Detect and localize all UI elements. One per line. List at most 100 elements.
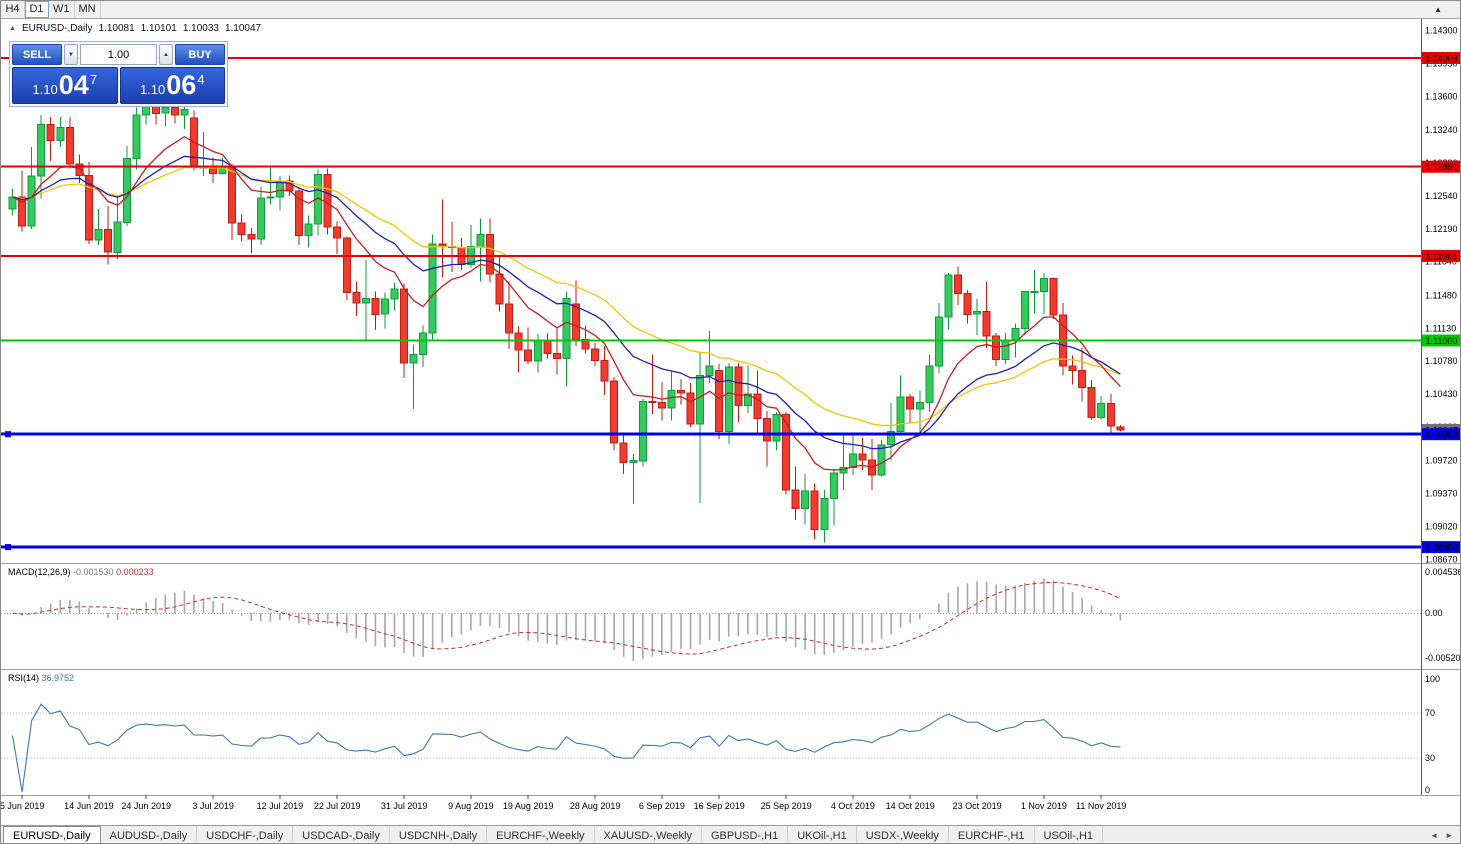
chart-tab-usdcnh-daily[interactable]: USDCNH-,Daily [390,826,488,843]
rsi-line [11,703,1121,793]
svg-text:14 Jun 2019: 14 Jun 2019 [64,801,114,811]
chart-marker-icon: ▲ [9,25,16,32]
volume-increase-button[interactable]: ▲ [159,44,173,65]
chart-tab-usoil-h1[interactable]: USOil-,H1 [1035,826,1104,843]
svg-text:1.11130: 1.11130 [1425,323,1456,333]
svg-text:1.14009: 1.14009 [1425,54,1458,64]
sell-price-point: 7 [89,72,98,87]
ohlc-high: 1.10101 [140,23,177,34]
candles [8,94,1125,543]
timeframe-button-w1[interactable]: W1 [49,1,75,18]
svg-text:1.13240: 1.13240 [1425,125,1458,135]
macd-label: MACD(12,26,9) -0.001530 0.000233 [8,567,154,577]
buy-price-base: 1.10 [139,81,166,97]
buy-button[interactable]: BUY [175,44,225,65]
timeframe-toolbar: H4 D1 W1 MN ▲ [1,1,1460,19]
timeframe-button-d1[interactable]: D1 [25,1,49,18]
svg-text:0: 0 [1425,785,1430,795]
svg-text:6 Sep 2019: 6 Sep 2019 [639,801,685,811]
svg-text:4 Oct 2019: 4 Oct 2019 [831,801,875,811]
chart-tab-usdcad-daily[interactable]: USDCAD-,Daily [293,826,390,843]
svg-text:-0.005205: -0.005205 [1425,653,1461,663]
svg-text:1.10430: 1.10430 [1425,389,1458,399]
svg-text:24 Jun 2019: 24 Jun 2019 [121,801,171,811]
svg-text:1.13600: 1.13600 [1425,91,1458,101]
svg-text:1.08670: 1.08670 [1425,554,1458,564]
volume-input[interactable]: 1.00 [80,44,157,65]
buy-price-display[interactable]: 1.10 06 4 [119,67,225,104]
svg-text:23 Oct 2019: 23 Oct 2019 [953,801,1002,811]
svg-text:12 Jul 2019: 12 Jul 2019 [257,801,304,811]
buy-price-pips: 06 [166,70,197,101]
chart-tab-usdchf-daily[interactable]: USDCHF-,Daily [197,826,294,843]
svg-text:0.00: 0.00 [1425,608,1443,618]
svg-text:1.12851: 1.12851 [1425,162,1458,172]
svg-text:28 Aug 2019: 28 Aug 2019 [570,801,621,811]
scroll-up-icon[interactable]: ▲ [1434,4,1442,14]
svg-text:14 Oct 2019: 14 Oct 2019 [886,801,935,811]
sell-button[interactable]: SELL [12,44,62,65]
ohlc-close: 1.10047 [224,23,262,34]
svg-text:30: 30 [1425,753,1435,763]
svg-text:16 Sep 2019: 16 Sep 2019 [694,801,745,811]
svg-text:1.12540: 1.12540 [1425,191,1458,201]
chart-tab-usdx-weekly[interactable]: USDX-,Weekly [857,826,949,843]
svg-text:1.10780: 1.10780 [1425,356,1458,366]
tab-scroll-right-icon[interactable]: ► [1445,831,1453,840]
tab-scroll-controls: ◄ ► [1430,826,1460,843]
svg-text:5 Jun 2019: 5 Jun 2019 [1,801,44,811]
svg-text:1.08800: 1.08800 [1425,543,1458,553]
svg-text:70: 70 [1425,708,1435,718]
svg-text:25 Sep 2019: 25 Sep 2019 [761,801,812,811]
tab-scroll-left-icon[interactable]: ◄ [1430,831,1439,840]
svg-text:31 Jul 2019: 31 Jul 2019 [381,801,428,811]
chart-symbol-label: EURUSD-,Daily [21,23,93,34]
chart-tab-ukoil-h1[interactable]: UKOil-,H1 [788,826,857,843]
date-axis: 5 Jun 2019 14 Jun 2019 24 Jun 2019 3 Jul 20… [1,795,1126,811]
svg-text:1.09720: 1.09720 [1425,456,1458,466]
price-chart-canvas[interactable]: 1.143001.139501.136001.132401.128901.125… [1,19,1461,825]
chart-tab-eurchf-h1[interactable]: EURCHF-,H1 [949,826,1035,843]
ohlc-header: ▲ EURUSD-,Daily 1.10081 1.10101 1.10033 … [9,23,261,34]
price-axis: 1.143001.139501.136001.132401.128901.125… [1422,26,1461,795]
ohlc-low: 1.10033 [182,23,219,34]
svg-text:11 Nov 2019: 11 Nov 2019 [1076,801,1126,811]
timeframe-button-h4[interactable]: H4 [1,1,25,18]
svg-text:1.12190: 1.12190 [1425,224,1458,234]
chart-tabs: EURUSD-,Daily AUDUSD-,Daily USDCHF-,Daily U… [3,826,1104,843]
hline-handle[interactable] [5,431,11,438]
svg-text:19 Aug 2019: 19 Aug 2019 [503,801,554,811]
svg-text:1.14300: 1.14300 [1425,26,1458,36]
rsi-label: RSI(14) 36.9752 [8,673,74,683]
sell-price-display[interactable]: 1.10 04 7 [12,67,118,104]
chart-tab-eurchf-weekly[interactable]: EURCHF-,Weekly [487,826,595,843]
svg-text:1.11000: 1.11000 [1426,336,1458,346]
chart-tab-eurusd-daily[interactable]: EURUSD-,Daily [3,826,101,843]
chart-tab-gbpusd-h1[interactable]: GBPUSD-,H1 [702,826,789,843]
svg-text:9 Aug 2019: 9 Aug 2019 [448,801,494,811]
svg-text:1.11480: 1.11480 [1425,291,1457,301]
chart-tab-audusd-daily[interactable]: AUDUSD-,Daily [101,826,198,843]
timeframe-button-mn[interactable]: MN [75,1,101,18]
chart-tab-bar: EURUSD-,Daily AUDUSD-,Daily USDCHF-,Daily U… [1,825,1460,843]
svg-text:1.10003: 1.10003 [1425,430,1458,440]
chart-tab-xauusd-weekly[interactable]: XAUUSD-,Weekly [595,826,702,843]
ma-line-10 [12,135,1121,471]
svg-text:3 Jul 2019: 3 Jul 2019 [192,801,234,811]
volume-decrease-button[interactable]: ▼ [64,44,78,65]
sell-price-base: 1.10 [32,81,58,97]
svg-text:1.09370: 1.09370 [1425,489,1458,499]
svg-text:0.004536: 0.004536 [1425,567,1461,577]
sell-price-pips: 04 [58,70,89,101]
ma-line-20 [12,155,1121,450]
svg-text:1.11901: 1.11901 [1426,251,1458,261]
buy-price-point: 4 [197,72,205,87]
hline-handle[interactable] [5,544,11,551]
ohlc-open: 1.10081 [98,23,135,34]
svg-text:100: 100 [1425,674,1440,684]
svg-text:22 Jul 2019: 22 Jul 2019 [314,801,361,811]
timeframe-button-group: H4 D1 W1 MN [1,1,101,18]
svg-text:1.09020: 1.09020 [1425,522,1458,532]
svg-text:1 Nov 2019: 1 Nov 2019 [1021,801,1067,811]
